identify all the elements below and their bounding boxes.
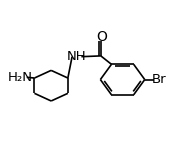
- Text: H₂N: H₂N: [8, 71, 32, 84]
- Text: Br: Br: [152, 73, 166, 86]
- Text: O: O: [96, 30, 107, 44]
- Text: NH: NH: [67, 50, 86, 63]
